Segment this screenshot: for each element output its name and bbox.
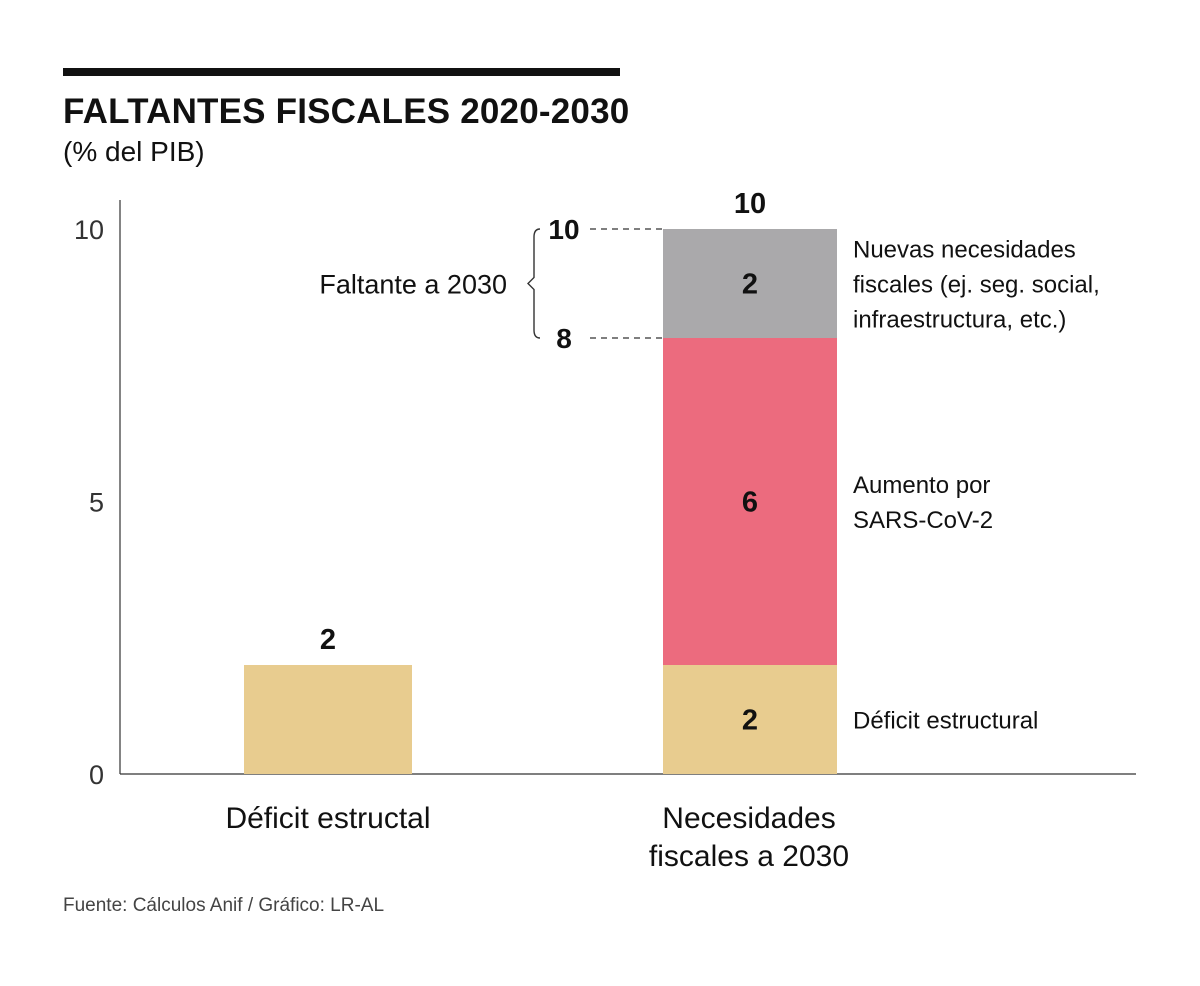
category-label: fiscales a 2030 — [649, 840, 849, 873]
segment-value-label: 6 — [742, 487, 758, 519]
annotation-bottom-value: 8 — [556, 323, 572, 354]
annotation-label: Faltante a 2030 — [319, 270, 507, 300]
bar-segment — [663, 338, 837, 665]
bar-segment — [663, 665, 837, 774]
segment-value-label: 2 — [742, 705, 758, 737]
annotation-top-value: 10 — [548, 214, 579, 245]
category-label: Necesidades — [662, 802, 835, 835]
series-label: infraestructura, etc.) — [853, 307, 1066, 334]
segment-value-label: 2 — [742, 269, 758, 301]
bar-segment — [663, 229, 837, 338]
series-label: Aumento por — [853, 472, 990, 499]
source-note: Fuente: Cálculos Anif / Gráfico: LR-AL — [63, 895, 385, 916]
series-label: fiscales (ej. seg. social, — [853, 272, 1100, 299]
series-label: Déficit estructural — [853, 708, 1038, 735]
chart-title: FALTANTES FISCALES 2020-2030 — [63, 92, 630, 131]
bar-segment — [244, 665, 412, 774]
y-tick-label: 5 — [89, 488, 104, 518]
y-tick-label: 0 — [89, 760, 104, 790]
series-label: Nuevas necesidades — [853, 237, 1076, 264]
series-label: SARS-CoV-2 — [853, 507, 993, 534]
bar-total-label: 2 — [320, 624, 336, 656]
y-tick-label: 10 — [74, 215, 104, 245]
title-rule — [63, 68, 620, 76]
annotation-bracket — [527, 228, 541, 339]
bar-total-label: 10 — [734, 188, 766, 220]
chart-subtitle: (% del PIB) — [63, 136, 205, 167]
category-label: Déficit estructal — [225, 802, 430, 835]
